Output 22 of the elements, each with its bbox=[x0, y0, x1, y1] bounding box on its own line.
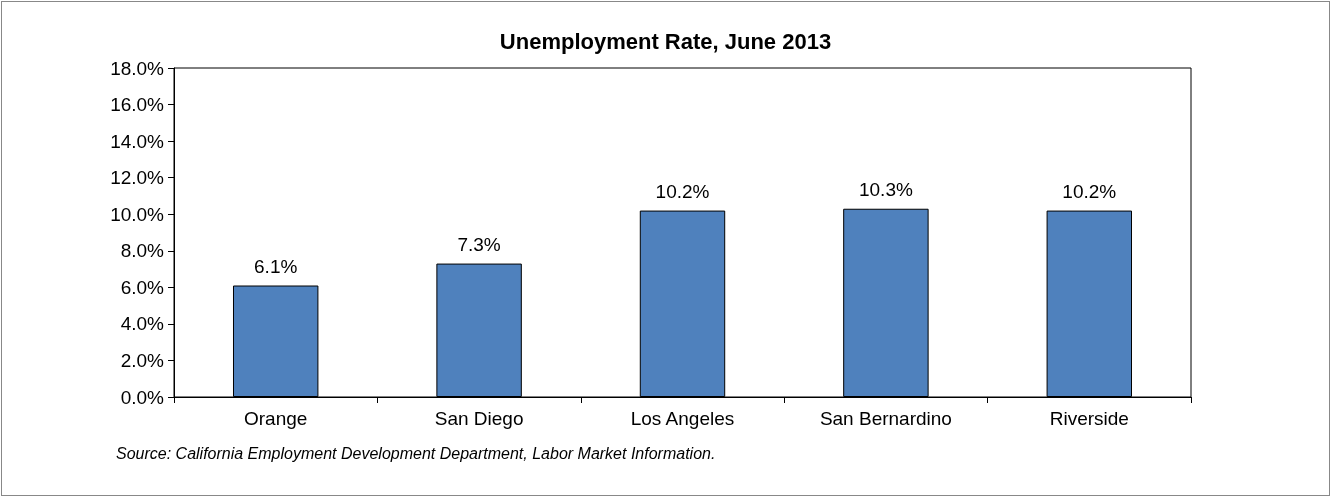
y-tick-label: 14.0% bbox=[110, 130, 165, 152]
y-tick-label: 16.0% bbox=[110, 94, 165, 116]
x-tick-label: San Diego bbox=[434, 408, 524, 429]
x-tick-label: Riverside bbox=[1049, 408, 1129, 429]
y-tick-label: 4.0% bbox=[120, 313, 165, 335]
y-tick-label: 0.0% bbox=[120, 386, 165, 408]
y-tick-label: 8.0% bbox=[120, 240, 165, 262]
data-label: 10.2% bbox=[1062, 180, 1117, 202]
y-tick-label: 10.0% bbox=[110, 203, 165, 225]
x-tick-label: Los Angeles bbox=[630, 408, 735, 429]
data-label: 10.3% bbox=[858, 178, 913, 200]
data-label: 10.2% bbox=[655, 180, 710, 202]
data-label: 7.3% bbox=[457, 233, 501, 255]
x-tick-label: Orange bbox=[244, 408, 308, 429]
chart-title: Unemployment Rate, June 2013 bbox=[499, 28, 832, 54]
x-tick-label: San Bernardino bbox=[819, 408, 952, 429]
data-label: 6.1% bbox=[254, 255, 298, 277]
y-tick-label: 18.0% bbox=[110, 57, 165, 79]
source-note: Source: California Employment Development Department, Labor Market Information. bbox=[116, 444, 716, 462]
y-tick-label: 2.0% bbox=[120, 349, 165, 371]
y-tick-label: 12.0% bbox=[110, 167, 165, 189]
y-tick-label: 6.0% bbox=[120, 276, 165, 298]
